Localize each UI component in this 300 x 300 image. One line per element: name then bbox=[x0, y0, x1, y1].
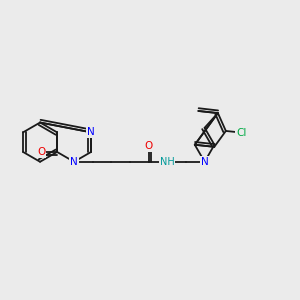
Text: Cl: Cl bbox=[236, 128, 247, 138]
Text: N: N bbox=[201, 157, 208, 167]
Text: NH: NH bbox=[160, 157, 175, 167]
Text: N: N bbox=[70, 157, 78, 167]
Text: N: N bbox=[87, 127, 95, 137]
Text: O: O bbox=[37, 147, 46, 157]
Text: O: O bbox=[145, 141, 153, 151]
